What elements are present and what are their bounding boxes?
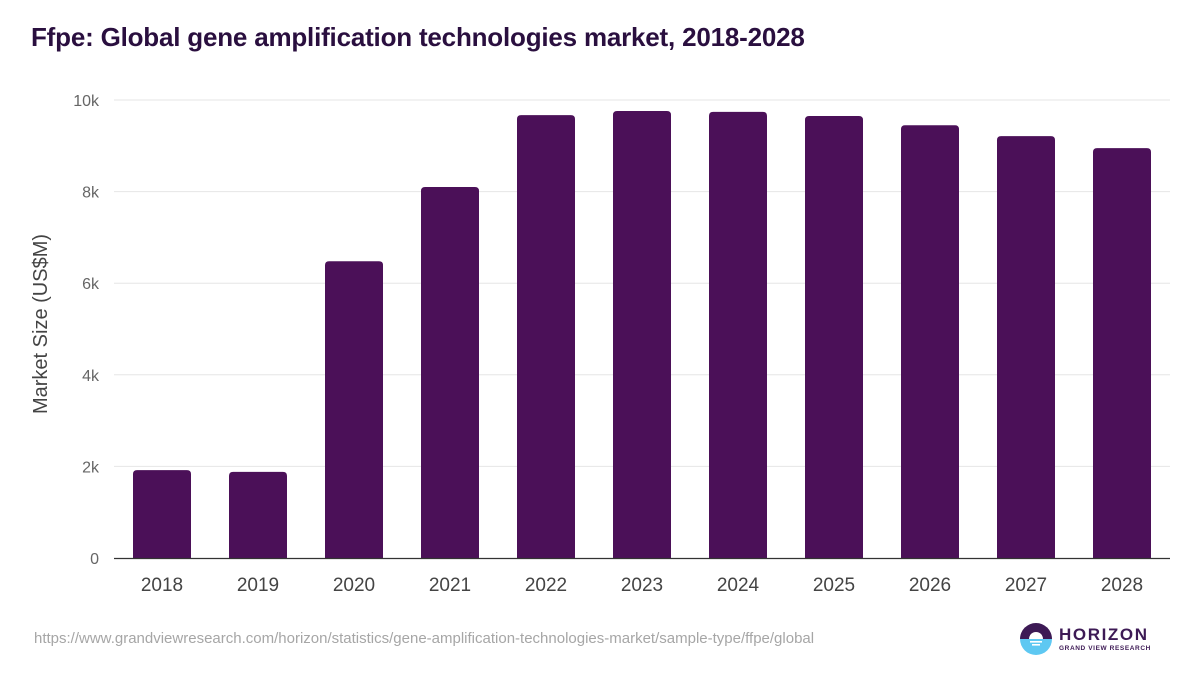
y-tick-label: 10k (73, 93, 100, 110)
bar-2028[interactable] (1093, 148, 1151, 558)
x-tick-label: 2023 (621, 575, 663, 596)
y-tick-label: 6k (82, 276, 100, 293)
x-tick-label: 2025 (813, 575, 855, 596)
y-axis-label: Market Size (US$M) (30, 234, 52, 414)
source-url[interactable]: https://www.grandviewresearch.com/horizo… (34, 630, 815, 647)
bar-2023[interactable] (613, 110, 671, 558)
x-tick-label: 2022 (525, 575, 567, 596)
bar-2022[interactable] (517, 115, 575, 558)
x-tick-label: 2026 (909, 575, 951, 596)
x-tick-label: 2024 (717, 575, 760, 596)
logo-name: HORIZON (1059, 624, 1149, 644)
bar-2025[interactable] (805, 116, 863, 558)
bar-2019[interactable] (229, 471, 287, 558)
horizon-sun-icon (1020, 623, 1052, 655)
x-axis-ticks: 2018 2019 2020 2021 2022 2023 2024 2025 2026 2027… (141, 575, 1143, 596)
x-tick-label: 2018 (141, 575, 183, 596)
y-tick-label: 8k (82, 185, 100, 202)
x-tick-label: 2028 (1101, 575, 1143, 596)
logo-tagline: GRAND VIEW RESEARCH (1059, 644, 1151, 652)
y-tick-label: 4k (82, 368, 100, 385)
y-axis-ticks: 0 2k 4k 6k 8k 10k (73, 93, 100, 568)
bar-2018[interactable] (133, 470, 191, 558)
y-tick-label: 2k (82, 459, 100, 476)
bars (133, 110, 1151, 559)
chart-title: Ffpe: Global gene amplification technolo… (31, 22, 805, 52)
y-tick-label: 0 (90, 551, 99, 568)
bar-2026[interactable] (901, 125, 959, 558)
horizon-logo[interactable]: HORIZON GRAND VIEW RESEARCH (1019, 622, 1151, 656)
x-tick-label: 2021 (429, 575, 471, 596)
bar-2027[interactable] (997, 136, 1055, 558)
bar-2020[interactable] (325, 261, 383, 558)
x-tick-label: 2027 (1005, 575, 1047, 596)
bar-2021[interactable] (421, 187, 479, 558)
bar-2024[interactable] (709, 111, 767, 559)
x-tick-label: 2019 (237, 575, 279, 596)
x-tick-label: 2020 (333, 575, 375, 596)
